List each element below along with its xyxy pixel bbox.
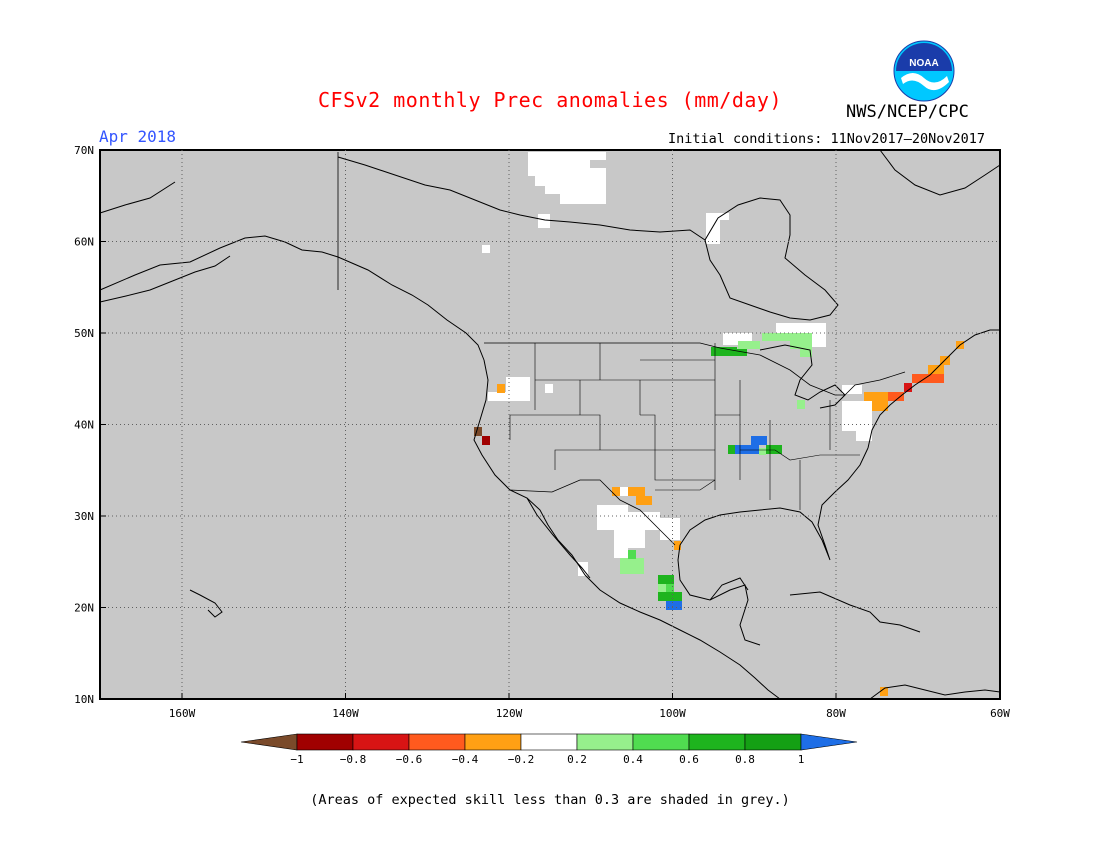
lat-label-40n: 40N — [74, 419, 94, 432]
patch-central-mexico-lgreen2 — [666, 584, 674, 592]
noaa-logo-icon: NOAA — [893, 40, 955, 102]
colorbar-tick-label: −0.4 — [452, 753, 479, 766]
patch-newengland-red1 — [888, 392, 904, 401]
patch-venezuela-orange — [880, 687, 888, 696]
colorbar-bin — [352, 733, 410, 751]
colorbar-tick-label: 0.6 — [679, 753, 699, 766]
borders — [337, 152, 906, 546]
lat-label-10n: 10N — [74, 693, 94, 706]
patch-newengland-red2 — [904, 383, 912, 392]
patch-gulf-orange — [674, 541, 681, 550]
patch-kentucky-lightgreen — [759, 448, 766, 455]
lat-label-70n: 70N — [74, 144, 94, 157]
patch-oregon-white — [488, 377, 530, 401]
patch-canada-dot — [482, 245, 490, 253]
colorbar-tick-label: 0.4 — [623, 753, 643, 766]
colorbar-tick-label: −1 — [290, 753, 303, 766]
organization-label: NWS/NCEP/CPC — [846, 102, 969, 122]
colorbar-bin — [520, 733, 578, 751]
patch-newengland-orange2 — [872, 401, 888, 411]
chart-title: CFSv2 monthly Prec anomalies (mm/day) — [317, 88, 783, 112]
patch-missouri-green — [728, 445, 735, 454]
colorbar-arrow-high — [800, 733, 858, 751]
patch-newengland-red3 — [912, 374, 944, 383]
patch-michigan-lightgreen — [797, 400, 805, 409]
lat-label-20n: 20N — [74, 602, 94, 615]
tick-marks — [100, 241, 837, 699]
patch-oregon-orange — [497, 384, 505, 393]
patch-midatlantic-white2 — [842, 385, 862, 394]
colorbar-tick-label: 1 — [798, 753, 805, 766]
patch-newengland-orange1 — [864, 392, 888, 401]
lon-label-120w: 120W — [496, 707, 523, 720]
patch-central-mexico-green2 — [658, 592, 682, 601]
patch-illinois-blue — [751, 436, 767, 445]
colorbar-tick-label: −0.8 — [340, 753, 367, 766]
latitude-labels: 70N 60N 50N 40N 30N 20N 10N — [74, 144, 94, 706]
patch-mexico-white — [597, 505, 680, 558]
patch-newmexico-white — [620, 487, 628, 496]
patch-california-darkred — [482, 436, 490, 445]
patch-oregon-white2 — [545, 384, 553, 393]
colorbar-arrow-low — [240, 733, 298, 751]
lat-label-30n: 30N — [74, 510, 94, 523]
longitude-labels: 160W 140W 120W 100W 80W 60W — [169, 707, 1011, 720]
colorbar-bin — [296, 733, 354, 751]
patch-california-brown — [474, 427, 482, 436]
patch-mexico-lightgreen — [620, 558, 644, 574]
lon-label-80w: 80W — [826, 707, 846, 720]
colorbar-tick-label: −0.2 — [508, 753, 535, 766]
lon-label-140w: 140W — [332, 707, 359, 720]
patch-minnesota-lightgreen — [738, 341, 760, 349]
colorbar-bin — [688, 733, 746, 751]
patch-texas-orange — [636, 496, 652, 505]
patch-central-mexico-blue — [666, 601, 682, 610]
colorbar-bin — [744, 733, 802, 751]
noaa-logo-text: NOAA — [909, 58, 938, 69]
patch-kentucky-green — [766, 445, 782, 454]
lat-label-50n: 50N — [74, 327, 94, 340]
colorbar: −1 −0.8 −0.6 −0.4 −0.2 0.2 0.4 0.6 0.8 1 — [240, 733, 858, 766]
lon-label-100w: 100W — [659, 707, 686, 720]
patch-missouri-blue — [735, 445, 759, 454]
patch-midatlantic-white — [842, 401, 872, 441]
colorbar-tick-label: 0.2 — [567, 753, 587, 766]
colorbar-bin — [632, 733, 690, 751]
valid-month: Apr 2018 — [99, 127, 177, 146]
lon-label-60w: 60W — [990, 707, 1010, 720]
colorbar-bin — [576, 733, 634, 751]
patch-canada-small — [538, 214, 550, 228]
patch-hudson-bay — [706, 213, 729, 244]
coastlines — [99, 149, 1001, 700]
patch-northern-canada — [528, 152, 606, 204]
skill-footnote: (Areas of expected skill less than 0.3 a… — [310, 792, 790, 808]
colorbar-bin — [464, 733, 522, 751]
colorbar-tick-label: 0.8 — [735, 753, 755, 766]
patch-minnesota-green — [711, 347, 737, 356]
patch-mexico-green — [628, 550, 636, 559]
patch-minnesota-green2 — [737, 349, 747, 356]
colorbar-tick-label: −0.6 — [396, 753, 423, 766]
anomaly-patches — [474, 152, 964, 696]
lat-label-60n: 60N — [74, 236, 94, 249]
colorbar-bin — [408, 733, 466, 751]
patch-central-mexico-green — [658, 575, 674, 584]
patch-central-mexico-lgreen — [658, 584, 666, 592]
patch-ontario-lightgreen — [762, 333, 812, 357]
patch-newmexico-orange — [612, 487, 645, 496]
lon-label-160w: 160W — [169, 707, 196, 720]
initial-conditions: Initial conditions: 11Nov2017–20Nov2017 — [668, 131, 985, 147]
